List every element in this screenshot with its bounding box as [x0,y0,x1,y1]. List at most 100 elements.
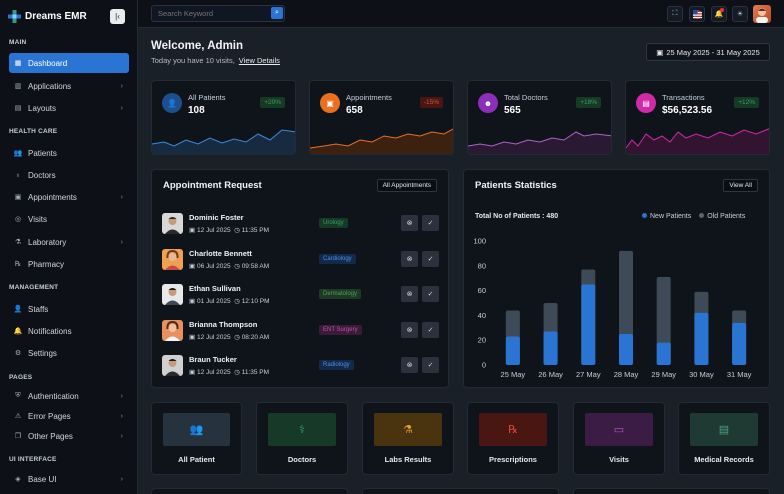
tile-medical-records[interactable]: ▤ Medical Records [678,402,770,475]
sidebar-item-staffs[interactable]: 👤 Staffs [9,299,129,319]
tile-prescriptions[interactable]: ℞ Prescriptions [467,402,559,475]
x-tick-label: 27 May [576,370,601,379]
bell-icon[interactable]: 🔔 [711,6,727,22]
bar-new-patients[interactable] [543,331,558,365]
ui-icon: ◈ [15,476,21,483]
rx-icon: ℞ [479,413,547,446]
tile-doctors[interactable]: ⚕ Doctors [256,402,348,475]
sidebar-item-patients[interactable]: 👥 Patients [9,143,129,163]
stat-value: 565 [504,105,521,116]
bar-new-patients[interactable] [694,312,709,365]
sidebar-item-visits[interactable]: ◎ Visits [9,209,129,229]
visit-icon: ▭ [585,413,653,446]
legend-item-new[interactable]: New Patients [642,213,691,220]
sidebar-item-doctors[interactable]: ♁ Doctors [9,165,129,185]
accept-button[interactable]: ✓ [422,322,439,338]
reject-button[interactable]: ⊗ [401,357,418,373]
chart-legend: New Patients Old Patients [642,213,745,220]
layout-icon: ▤ [14,105,22,112]
notification-dot [720,8,724,12]
stat-card-appointments[interactable]: ▣ Appointments 658 -15% [309,80,454,155]
legend-item-old[interactable]: Old Patients [699,213,745,220]
patients-bar-chart: 0 20 40 60 80 100 25 May 26 May 27 May 28 May 29 M… [473,237,751,380]
clock-icon: ◷ [234,369,242,376]
sidebar-item-pharmacy[interactable]: ℞ Pharmacy [9,254,129,274]
sidebar-item-applications[interactable]: ▥ Applications › [9,76,129,96]
sidebar-item-error-pages[interactable]: ⚠ Error Pages › [9,406,129,426]
bar-new-patients[interactable] [732,322,747,365]
sidebar-item-appointments[interactable]: ▣ Appointments › [9,187,129,207]
page-title: Welcome, Admin [151,40,244,52]
bar-new-patients[interactable] [505,336,520,365]
chevron-right-icon: › [120,193,123,201]
view-all-button[interactable]: View All [723,179,758,192]
panel-title: Appointment Request [163,180,262,191]
section-pages: PAGES [9,374,33,381]
list-item: Ethan Sullivan ▣ 01 Jul 2025 ◷ 12:10 PM … [162,283,440,309]
sidebar-item-dashboard[interactable]: ▦ Dashboard [9,53,129,73]
theme-toggle-icon[interactable]: ☀ [732,6,748,22]
sidebar-item-authentication[interactable]: ⛨ Authentication › [9,386,129,406]
bar-new-patients[interactable] [619,334,633,365]
sidebar-item-other-pages[interactable]: ❐ Other Pages › [9,426,129,446]
section-main: MAIN [9,39,27,46]
stat-card-patients[interactable]: 👤 All Patients 108 +20% [151,80,296,155]
stat-badge: +18% [576,97,601,108]
stethoscope-icon: ⚕ [268,413,336,446]
accept-button[interactable]: ✓ [422,357,439,373]
search-input[interactable] [151,5,285,22]
patient-avatar [162,355,183,376]
reject-button[interactable]: ⊗ [401,215,418,231]
tile-all-patient[interactable]: 👥 All Patient [151,402,242,475]
sidebar-collapse-button[interactable]: |‹ [110,9,125,24]
accept-button[interactable]: ✓ [422,215,439,231]
department-badge: Urology [319,218,348,228]
partial-card [151,488,348,494]
tile-labs-results[interactable]: ⚗ Labs Results [362,402,454,475]
brand-name: Dreams EMR [25,10,87,22]
brand[interactable]: Dreams EMR [8,8,87,24]
appointment-time: 12:10 PM [241,298,270,305]
sidebar-item-label: Patients [28,148,57,158]
reject-button[interactable]: ⊗ [401,251,418,267]
tile-visits[interactable]: ▭ Visits [573,402,665,475]
bar-new-patients[interactable] [581,284,596,365]
view-details-link[interactable]: View Details [238,56,280,65]
fullscreen-icon[interactable]: ⛶ [667,6,683,22]
bar-new-patients[interactable] [656,342,671,365]
reject-button[interactable]: ⊗ [401,286,418,302]
stat-card-doctors[interactable]: ☻ Total Doctors 565 +18% [467,80,612,155]
sidebar-item-layouts[interactable]: ▤ Layouts › [9,98,129,118]
all-appointments-button[interactable]: All Appointments [376,179,437,192]
accept-button[interactable]: ✓ [422,286,439,302]
flag-us-icon[interactable] [689,6,705,22]
sidebar-item-settings[interactable]: ⚙ Settings [9,343,129,363]
patient-avatar [162,320,183,341]
sidebar-item-label: Settings [28,348,57,358]
tile-label: Visits [609,455,629,464]
sparkline-appointments [310,128,453,154]
user-icon: 👤 [162,93,182,113]
reject-button[interactable]: ⊗ [401,322,418,338]
y-tick-label: 80 [478,261,486,270]
list-item: Charlotte Bennett ▣ 06 Jul 2025 ◷ 09:58 … [162,248,440,274]
calendar-icon: ▣ [189,334,197,341]
avatar[interactable] [753,5,771,23]
search-icon[interactable]: ⌕ [271,7,283,19]
accept-button[interactable]: ✓ [422,251,439,267]
date-range-text: 25 May 2025 - 31 May 2025 [666,47,760,57]
date-range-picker[interactable]: ▣ 25 May 2025 - 31 May 2025 [646,43,770,61]
clock-icon: ◷ [234,298,242,305]
sidebar-item-base-ui[interactable]: ◈ Base UI › [9,469,129,489]
users-icon: 👥 [163,413,230,446]
sidebar-item-label: Error Pages [28,411,71,421]
legend-dot [699,213,705,218]
sidebar-item-laboratory[interactable]: ⚗ Laboratory › [9,232,129,252]
sidebar-item-label: Dashboard [28,58,68,68]
dashboard-icon: ▦ [14,60,22,67]
sidebar-item-label: Appointments [28,192,77,202]
chevron-right-icon: › [120,432,123,440]
sidebar-item-notifications[interactable]: 🔔 Notifications [9,321,129,341]
x-tick-label: 26 May [538,370,563,379]
stat-card-transactions[interactable]: ▤ Transactions $56,523.56 +12% [625,80,770,155]
